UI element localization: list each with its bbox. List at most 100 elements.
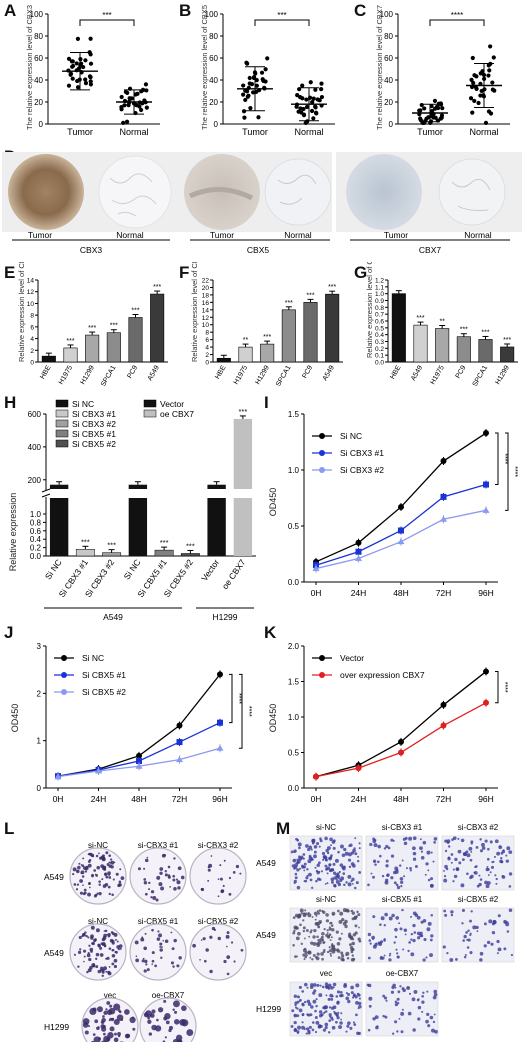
cell xyxy=(430,877,433,880)
cell xyxy=(316,922,320,926)
x-tick-label: A549 xyxy=(322,364,336,382)
x-tick-label: Tumor xyxy=(417,127,443,137)
cell xyxy=(301,866,304,869)
x-tick-label: Normal xyxy=(294,127,323,137)
colony xyxy=(88,882,91,885)
colony xyxy=(95,965,98,968)
y-tick-label: 0.5 xyxy=(375,325,384,332)
data-point xyxy=(242,116,246,120)
y-tick-label: 1.1 xyxy=(375,284,384,291)
cell xyxy=(310,986,314,990)
ihc-tumor-cbx7 xyxy=(346,154,422,230)
colony xyxy=(159,942,162,945)
cell xyxy=(322,852,325,855)
colony xyxy=(78,951,81,954)
cell xyxy=(421,995,424,998)
cell xyxy=(408,837,412,841)
colony xyxy=(135,958,139,962)
cell xyxy=(402,948,404,950)
colony xyxy=(154,965,157,968)
cell xyxy=(509,872,512,875)
y-tick-label: 80 xyxy=(384,32,393,41)
cell xyxy=(319,922,321,924)
colony xyxy=(102,975,104,977)
colony xyxy=(81,864,83,866)
data-point xyxy=(313,88,317,92)
colony xyxy=(223,885,225,887)
cell xyxy=(354,924,357,927)
bar-chart-knockdown: H Relative expression 0.00.20.40.60.81.0… xyxy=(0,392,262,622)
cell xyxy=(304,1001,306,1003)
cell xyxy=(464,956,467,959)
data-point xyxy=(483,700,489,706)
cell xyxy=(307,913,311,917)
colony xyxy=(143,868,145,870)
cell xyxy=(425,956,427,958)
cell xyxy=(299,986,302,989)
cell xyxy=(306,1027,309,1030)
colony xyxy=(74,954,76,956)
data-point xyxy=(120,95,124,99)
cell xyxy=(377,860,380,863)
data-point xyxy=(302,113,306,117)
colony xyxy=(108,886,111,889)
cell xyxy=(413,852,417,856)
data-point xyxy=(125,120,129,124)
cell xyxy=(316,984,319,987)
panel-letter: K xyxy=(264,623,277,642)
colony xyxy=(89,859,91,861)
cell xyxy=(496,940,499,943)
colony xyxy=(204,960,207,963)
cell xyxy=(331,881,334,884)
cell xyxy=(457,838,459,840)
y-tick-label: 0.8 xyxy=(30,518,42,527)
cell xyxy=(408,941,411,944)
cell xyxy=(451,914,453,916)
cell xyxy=(294,851,296,853)
colony xyxy=(86,971,88,973)
colony xyxy=(186,1029,193,1036)
colony xyxy=(152,896,156,900)
cell xyxy=(379,923,382,926)
y-tick-label: 1.5 xyxy=(288,678,300,687)
colony xyxy=(135,940,139,944)
bar xyxy=(479,339,492,362)
colony xyxy=(144,960,147,963)
cell-line-label: A549 xyxy=(44,872,64,882)
cell xyxy=(356,1032,359,1035)
data-point xyxy=(241,83,245,87)
y-tick-label: 0.2 xyxy=(375,346,384,353)
y-tick-label: 14 xyxy=(202,307,210,314)
y-tick-label: 80 xyxy=(209,32,218,41)
cell xyxy=(303,912,306,915)
ihc-tumor-label: Tumor xyxy=(384,230,408,240)
cell xyxy=(421,850,423,852)
colony xyxy=(132,1028,135,1031)
cell xyxy=(348,882,352,886)
cell xyxy=(329,1006,331,1008)
colony xyxy=(107,971,110,974)
cell xyxy=(310,941,313,944)
significance-label: *** xyxy=(263,334,271,341)
panel-letter: F xyxy=(179,263,189,282)
y-tick-label: 0 xyxy=(30,360,34,367)
cell xyxy=(434,837,438,841)
data-point xyxy=(76,37,80,41)
data-point xyxy=(420,103,424,107)
cell xyxy=(328,998,331,1001)
colony xyxy=(93,1033,96,1036)
cell xyxy=(391,855,394,858)
cell xyxy=(410,916,412,918)
colony xyxy=(118,948,120,950)
cell xyxy=(323,856,326,859)
colony xyxy=(77,866,81,870)
significance-bracket xyxy=(229,674,232,722)
cell xyxy=(358,994,361,997)
bar-chart-cbx5: F Relative expression level of CBX5 0246… xyxy=(175,262,350,392)
data-point xyxy=(311,116,315,120)
cell xyxy=(456,867,460,871)
cell xyxy=(396,869,398,871)
legend-label: Si CBX5 #2 xyxy=(82,687,126,697)
data-point xyxy=(398,739,404,745)
y-tick-label: 0.9 xyxy=(375,298,384,305)
